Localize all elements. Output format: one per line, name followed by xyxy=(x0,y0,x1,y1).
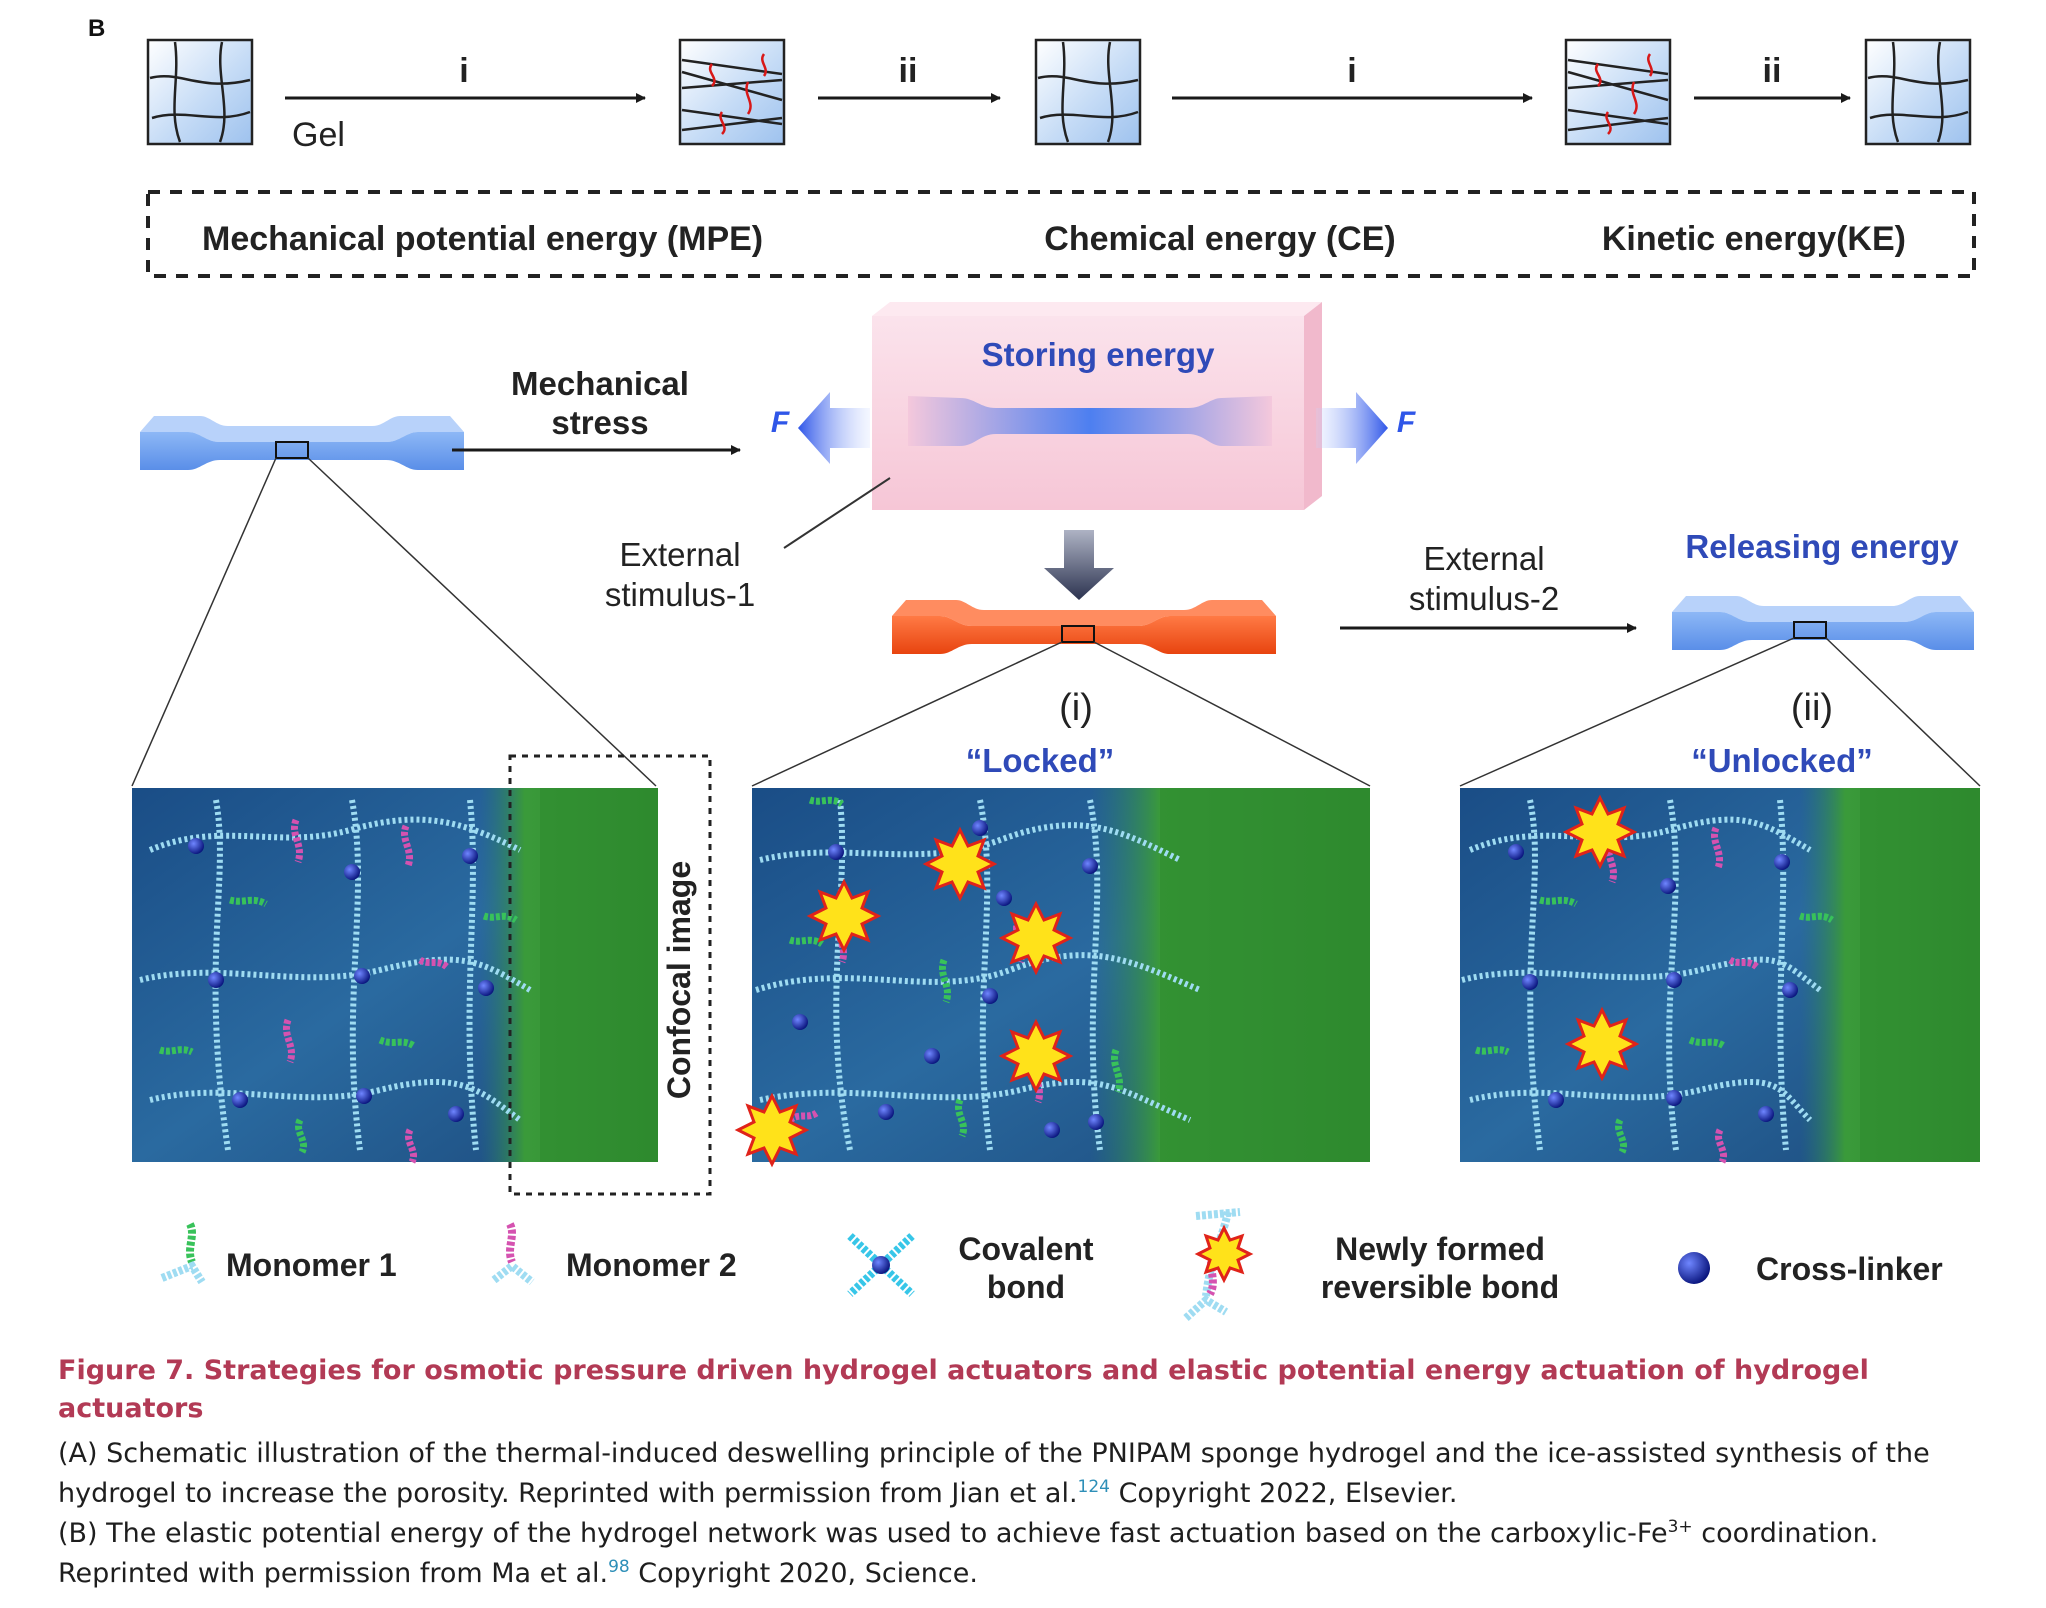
caption-b-ref[interactable]: 98 xyxy=(608,1557,630,1577)
unlocked-label: “Unlocked” xyxy=(1691,742,1873,779)
gel-label: Gel xyxy=(292,116,345,154)
zoom-marker-2 xyxy=(1061,625,1095,643)
reversible-bond-star xyxy=(922,826,998,902)
legend-monomer2-icon xyxy=(491,1222,535,1286)
caption-a-text: (A) Schematic illustration of the therma… xyxy=(58,1438,1930,1509)
legend-monomer1: Monomer 1 xyxy=(226,1247,397,1283)
step-label-ii-2: ii xyxy=(1763,52,1782,90)
legend-crosslinker-icon xyxy=(1678,1252,1710,1284)
mechanical-stress-label-1: Mechanical xyxy=(511,365,689,402)
legend-reversible-icon xyxy=(1183,1208,1254,1321)
caption-panel-b: (B) The elastic potential energy of the … xyxy=(58,1514,2018,1594)
reversible-bond-star xyxy=(1564,1006,1640,1082)
network-panel-original xyxy=(132,788,658,1164)
energy-mpe: Mechanical potential energy (MPE) xyxy=(202,220,763,258)
caption-b-text2: coordination. Reprinted with permission … xyxy=(58,1518,1879,1589)
force-arrow-right xyxy=(1316,392,1388,464)
energy-types-box xyxy=(146,190,1976,278)
force-label-right: F xyxy=(1397,406,1416,439)
legend-reversible-line2: reversible bond xyxy=(1321,1269,1559,1305)
force-arrow-left xyxy=(798,392,870,464)
confocal-image-label: Confocal image xyxy=(661,861,697,1099)
zoom-marker-3 xyxy=(1793,621,1827,639)
network-panel-locked xyxy=(734,788,1370,1168)
zoom-line-2b xyxy=(1093,641,1371,787)
caption-a-tail: Copyright 2022, Elsevier. xyxy=(1110,1478,1458,1509)
figure-caption: Figure 7. Strategies for osmotic pressur… xyxy=(58,1352,2018,1594)
locked-label: “Locked” xyxy=(966,742,1115,779)
reversible-bond-star xyxy=(734,1092,810,1168)
down-arrow xyxy=(1044,530,1114,600)
zoom-line-3b xyxy=(1825,637,1981,787)
panel-label: B xyxy=(88,15,105,42)
confocal-frame xyxy=(508,754,712,1196)
caption-b-tail: Copyright 2020, Science. xyxy=(629,1558,978,1589)
state-i-label: (i) xyxy=(1059,687,1093,729)
storing-energy-label: Storing energy xyxy=(982,336,1216,373)
caption-b-sup: 3+ xyxy=(1667,1517,1693,1537)
gel-cell-4-stretched xyxy=(1564,38,1672,146)
stretched-gel xyxy=(908,396,1272,446)
blue-gel-original xyxy=(140,416,464,470)
reversible-bond-star xyxy=(998,1018,1074,1094)
energy-ce: Chemical energy (CE) xyxy=(1044,220,1395,258)
step-label-ii-1: ii xyxy=(899,52,918,90)
force-label-left: F xyxy=(771,406,790,439)
gel-cell-1 xyxy=(146,38,254,146)
zoom-line-2a xyxy=(751,641,1063,787)
blue-gel-released xyxy=(1672,596,1974,650)
gel-cell-5 xyxy=(1864,38,1972,146)
zoom-line-1b xyxy=(307,457,657,787)
zoom-marker-1 xyxy=(275,441,309,459)
caption-b-text1: (B) The elastic potential energy of the … xyxy=(58,1518,1668,1549)
external-stimulus-2-line2: stimulus-2 xyxy=(1409,580,1559,617)
step-label-i-2: i xyxy=(1347,52,1356,90)
caption-panel-a: (A) Schematic illustration of the therma… xyxy=(58,1434,2018,1514)
legend-crosslinker: Cross-linker xyxy=(1756,1251,1943,1287)
zoom-line-1a xyxy=(131,457,277,787)
gel-cell-3 xyxy=(1034,38,1142,146)
legend-reversible-line1: Newly formed xyxy=(1335,1231,1545,1267)
orange-gel-locked xyxy=(892,600,1276,654)
legend-covalent-line1: Covalent xyxy=(958,1231,1093,1267)
legend-monomer1-icon xyxy=(160,1222,206,1285)
figure-diagram: B i ii i ii Gel Mechanical potential ene… xyxy=(88,15,1981,1321)
state-ii-label: (ii) xyxy=(1791,687,1833,729)
reversible-bond-star xyxy=(998,900,1074,976)
legend-monomer2: Monomer 2 xyxy=(566,1247,737,1283)
legend-covalent-icon xyxy=(847,1233,915,1297)
step-label-i-1: i xyxy=(459,52,468,90)
reversible-bond-star xyxy=(806,878,882,954)
pointer-stimulus-1 xyxy=(783,477,891,549)
external-stimulus-1-line2: stimulus-1 xyxy=(605,576,755,613)
external-stimulus-1-line1: External xyxy=(619,536,740,573)
energy-ke: Kinetic energy(KE) xyxy=(1602,220,1906,258)
gel-cell-2-stretched xyxy=(678,38,786,146)
reversible-bond-star xyxy=(1562,794,1638,870)
caption-title: Figure 7. Strategies for osmotic pressur… xyxy=(58,1355,1869,1424)
releasing-energy-label: Releasing energy xyxy=(1685,528,1959,565)
network-panel-unlocked xyxy=(1460,788,1980,1164)
mechanical-stress-label-2: stress xyxy=(551,404,648,441)
caption-a-ref[interactable]: 124 xyxy=(1077,1477,1110,1497)
external-stimulus-2-line1: External xyxy=(1423,540,1544,577)
zoom-line-3a xyxy=(1459,637,1795,787)
legend-covalent-line2: bond xyxy=(987,1269,1065,1305)
